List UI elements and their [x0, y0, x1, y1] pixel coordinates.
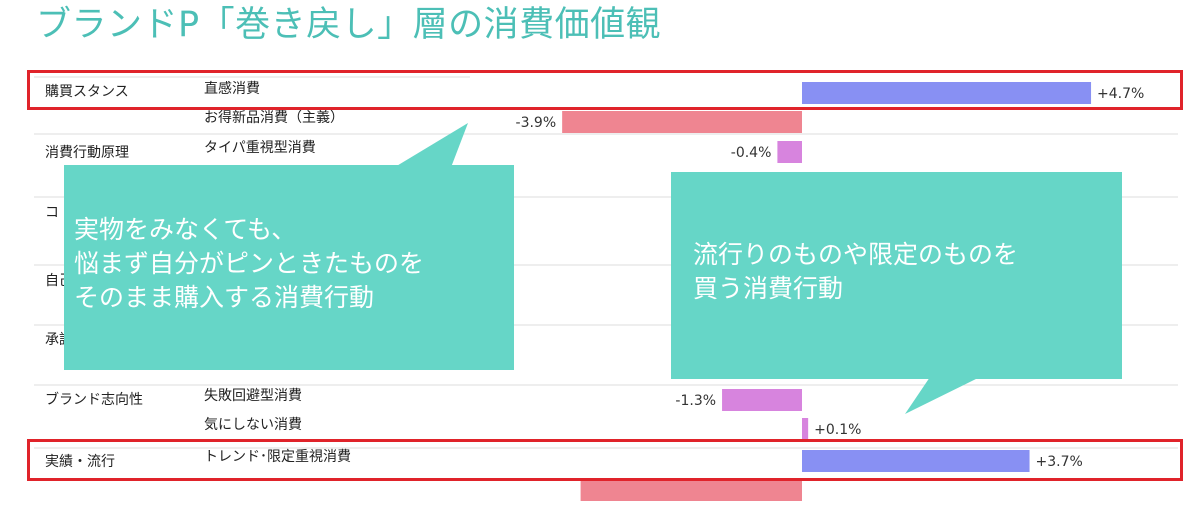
row-label: トレンド･限定重視消費 — [204, 449, 351, 465]
callout-right-line-2: 買う消費行動 — [693, 274, 844, 303]
bar — [562, 111, 802, 133]
bar — [777, 141, 802, 163]
row-label: 気にしない消費 — [204, 417, 302, 433]
callout-left-line-1: 実物をみなくても、 — [74, 215, 297, 244]
row-label: お得新品消費（主義） — [204, 109, 344, 126]
bar — [802, 82, 1092, 104]
bar — [802, 418, 809, 440]
group-label: 実績・流行 — [45, 454, 115, 470]
group-label: 購買スタンス — [45, 84, 129, 100]
row-label: タイパ重視型消費 — [204, 140, 316, 156]
bar — [580, 479, 802, 501]
data-label: +4.7% — [1097, 86, 1144, 102]
callout-intuitive-buying: 実物をみなくても、 悩まず自分がピンときたものを そのまま購入する消費行動 — [64, 165, 514, 370]
group-label: コ — [45, 205, 59, 221]
data-label: -3.9% — [516, 115, 557, 131]
callout-trend-buying: 流行りのものや限定のものを 買う消費行動 — [671, 172, 1122, 379]
bar — [722, 389, 802, 411]
data-label: +3.7% — [1036, 454, 1083, 470]
callout-left-tail — [390, 123, 468, 170]
callout-left-line-2: 悩まず自分がピンときたものを — [74, 249, 425, 278]
page-title: ブランドP「巻き戻し」層の消費価値観 — [36, 5, 662, 45]
callout-right-tail — [905, 377, 980, 414]
group-label: 消費行動原理 — [45, 145, 129, 161]
highlight-box-trend — [27, 439, 1183, 481]
highlight-box-purchase-stance — [27, 70, 1183, 110]
row-label: 直感消費 — [204, 80, 260, 97]
bar — [802, 450, 1030, 472]
data-label: -1.3% — [675, 393, 716, 409]
callout-left-line-3: そのまま購入する消費行動 — [74, 283, 375, 312]
data-label: -0.4% — [731, 145, 772, 161]
data-label: +0.1% — [814, 422, 861, 438]
group-label: ブランド志向性 — [45, 391, 143, 408]
row-label: 失敗回避型消費 — [204, 388, 302, 404]
callout-right-line-1: 流行りのものや限定のものを — [693, 240, 1019, 269]
